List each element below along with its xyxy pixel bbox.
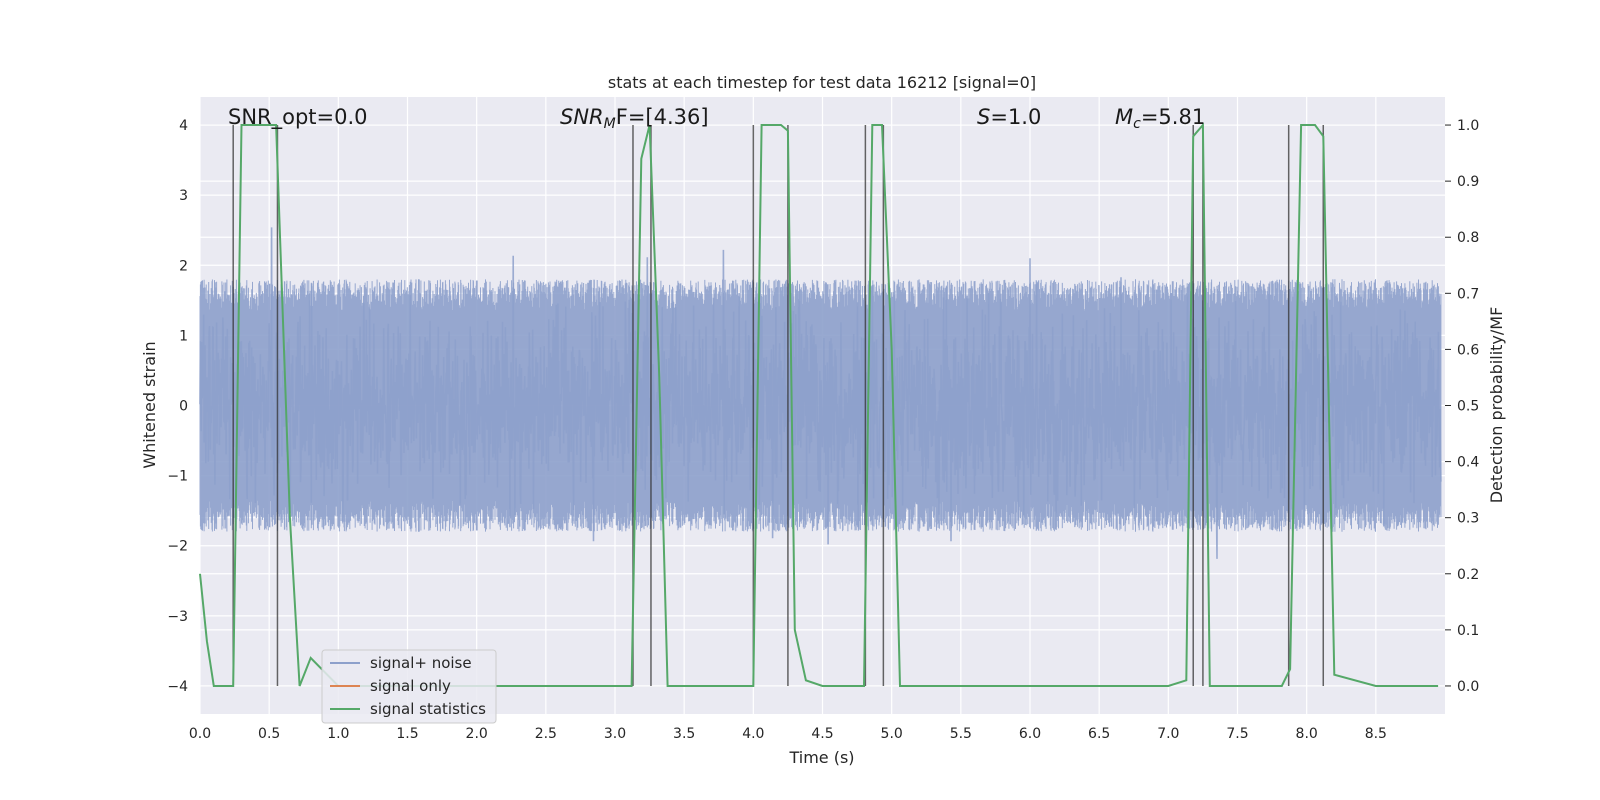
y-left-axis-label: Whitened strain	[140, 341, 159, 468]
y-right-axis-label: Detection probability/MF	[1487, 307, 1506, 504]
y-right-tick-label-9: 0.1	[1457, 623, 1479, 639]
annotation-mc-var: M	[1115, 105, 1133, 129]
y-left-tick-label-3: 1	[179, 328, 188, 344]
y-right-tick-label-5: 0.5	[1457, 399, 1479, 415]
x-tick-label-16: 8.0	[1296, 726, 1318, 742]
annotation-s-rest: =1.0	[990, 105, 1041, 129]
legend: signal+ noise signal only signal statist…	[321, 649, 497, 724]
annotation-s-var: S	[977, 105, 990, 129]
chart-title: stats at each timestep for test data 162…	[608, 73, 1036, 92]
y-right-tick-label-10: 0.0	[1457, 679, 1479, 695]
x-tick-label-5: 2.5	[535, 726, 557, 742]
y-right-tick-label-3: 0.7	[1457, 286, 1479, 302]
y-right-tick-label-6: 0.4	[1457, 455, 1479, 471]
y-right-tick-label-4: 0.6	[1457, 342, 1479, 358]
y-left-tick-label-4: 0	[179, 399, 188, 415]
annotation-mc: Mc=5.81	[1115, 105, 1205, 132]
y-left-tick-label-1: 3	[179, 188, 188, 204]
annotation-mc-sub: c	[1133, 116, 1141, 132]
x-tick-label-3: 1.5	[396, 726, 418, 742]
legend-label-signal-noise: signal+ noise	[370, 654, 472, 672]
y-left-tick-label-0: 4	[179, 118, 188, 134]
annotation-mc-rest: =5.81	[1141, 105, 1205, 129]
x-tick-label-11: 5.5	[950, 726, 972, 742]
x-tick-label-15: 7.5	[1226, 726, 1248, 742]
y-right-tick-label-2: 0.8	[1457, 230, 1479, 246]
x-tick-label-14: 7.0	[1157, 726, 1179, 742]
legend-label-signal-statistics: signal statistics	[370, 700, 486, 718]
x-axis-ticks: 0.0 0.5 1.0 1.5 2.0 2.5 3.0 3.5 4.0 4.5 5.0 5.5 6.0 6…	[189, 726, 1387, 742]
y-left-tick-label-6: −2	[167, 539, 188, 555]
annotation-snr-mf: SNRMF=[4.36]	[560, 105, 709, 132]
x-tick-label-10: 5.0	[881, 726, 903, 742]
signal-statistics-line	[199, 122, 1439, 687]
annotation-snr-mf-main: SNR	[560, 105, 604, 129]
x-axis-label: Time (s)	[788, 748, 854, 767]
x-tick-label-4: 2.0	[466, 726, 488, 742]
signal-noise-band	[199, 279, 1442, 532]
x-tick-label-17: 8.5	[1365, 726, 1387, 742]
annotation-s: S=1.0	[977, 105, 1041, 129]
y-left-tick-label-2: 2	[179, 258, 188, 274]
x-tick-label-0: 0.0	[189, 726, 211, 742]
x-tick-label-12: 6.0	[1019, 726, 1041, 742]
x-tick-label-8: 4.0	[742, 726, 764, 742]
y-right-tick-label-8: 0.2	[1457, 567, 1479, 583]
x-tick-label-7: 3.5	[673, 726, 695, 742]
y-right-tick-label-0: 1.0	[1457, 118, 1479, 134]
signal-statistics-series	[199, 122, 1439, 687]
y-left-tick-label-5: −1	[167, 469, 188, 485]
annotation-snr-opt: SNR_opt=0.0	[228, 105, 368, 130]
annotation-snr-mf-rest: F=[4.36]	[616, 105, 709, 129]
y-left-axis-ticks: 4 3 2 1 0 −1 −2 −3 −4	[167, 118, 188, 695]
y-right-axis-ticks: 1.0 0.9 0.8 0.7 0.6 0.5 0.4 0.3 0.2 0.1 0.0	[1445, 118, 1479, 695]
x-tick-label-2: 1.0	[327, 726, 349, 742]
y-right-tick-label-1: 0.9	[1457, 174, 1479, 190]
legend-box	[321, 649, 497, 724]
y-left-tick-label-8: −4	[167, 679, 188, 695]
x-tick-label-6: 3.0	[604, 726, 626, 742]
x-tick-label-9: 4.5	[811, 726, 833, 742]
annotation-snr-mf-sub: M	[604, 116, 616, 132]
y-right-tick-label-7: 0.3	[1457, 511, 1479, 527]
x-tick-label-1: 0.5	[258, 726, 280, 742]
x-tick-label-13: 6.5	[1088, 726, 1110, 742]
y-left-tick-label-7: −3	[167, 609, 188, 625]
event-markers	[232, 125, 1325, 686]
signal-noise-series	[199, 227, 1442, 559]
legend-label-signal-only: signal only	[370, 677, 451, 695]
